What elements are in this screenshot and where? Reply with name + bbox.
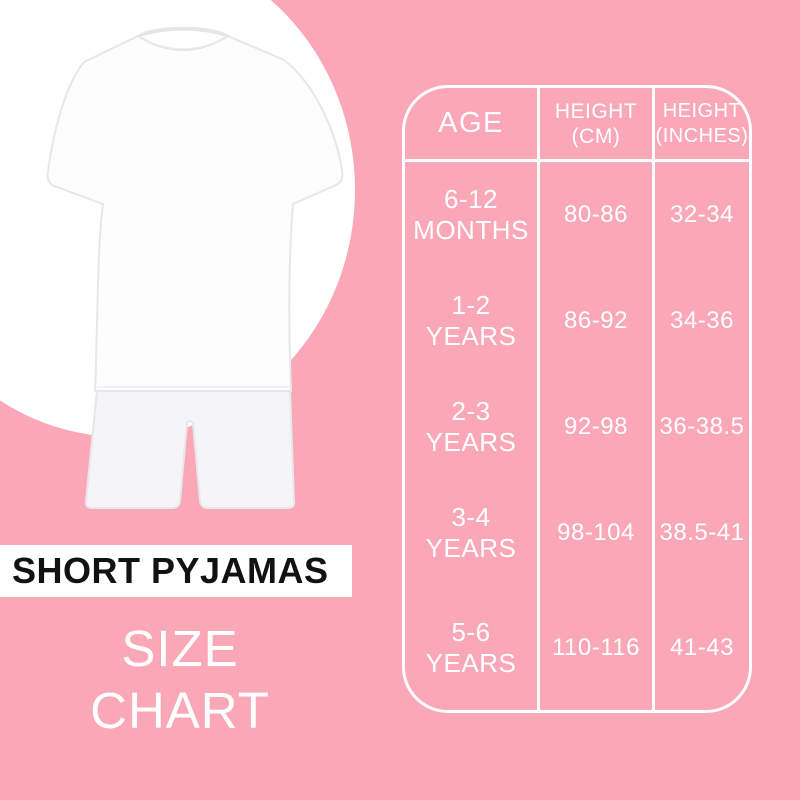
height-cm-value: 80-86 xyxy=(564,201,628,228)
header-cell-height-cm: HEIGHT (CM) xyxy=(537,88,652,162)
age-unit: MONTHS xyxy=(413,215,529,245)
size-chart-label-line1: SIZE xyxy=(121,620,239,677)
product-title: SHORT PYJAMAS xyxy=(12,550,329,591)
age-value: 3-4 xyxy=(451,502,491,532)
size-chart-label-line2: CHART xyxy=(90,682,270,739)
table-row-height-inches: 36-38.5 xyxy=(652,374,749,480)
height-inches-value: 34-36 xyxy=(670,307,734,334)
header-age-label: AGE xyxy=(438,107,504,139)
age-value: 1-2 xyxy=(451,290,491,320)
age-value: 5-6 xyxy=(451,617,491,647)
age-unit: YEARS xyxy=(425,533,517,563)
height-inches-value: 32-34 xyxy=(670,201,734,228)
table-row-height-inches: 34-36 xyxy=(652,268,749,374)
table-row-height-cm: 98-104 xyxy=(537,480,652,586)
height-inches-value: 41-43 xyxy=(670,634,734,661)
age-value: 2-3 xyxy=(451,396,491,426)
table-row-age: 5-6 YEARS xyxy=(405,586,537,710)
table-row-age: 1-2 YEARS xyxy=(405,268,537,374)
pyjamas-graphic xyxy=(0,0,355,509)
table-row-age: 6-12 MONTHS xyxy=(405,162,537,268)
tshirt-collar-band-line xyxy=(144,39,222,50)
table-row-age: 2-3 YEARS xyxy=(405,374,537,480)
height-cm-value: 110-116 xyxy=(551,634,640,661)
height-inches-value: 38.5-41 xyxy=(659,519,745,546)
header-cell-height-inches: HEIGHT (INCHES) xyxy=(652,88,749,162)
header-height-cm-line1: HEIGHT xyxy=(554,99,638,123)
table-row-age: 3-4 YEARS xyxy=(405,480,537,586)
age-unit: YEARS xyxy=(425,648,517,678)
table-row-height-cm: 86-92 xyxy=(537,268,652,374)
table-row-height-inches: 41-43 xyxy=(652,586,749,710)
table-row-height-cm: 110-116 xyxy=(537,586,652,710)
age-unit: YEARS xyxy=(425,321,517,351)
height-cm-value: 98-104 xyxy=(557,519,635,546)
age-value: 6-12 xyxy=(443,184,499,214)
header-height-in-line2: (INCHES) xyxy=(655,124,749,147)
height-cm-value: 92-98 xyxy=(564,413,628,440)
tshirt-graphic xyxy=(46,26,344,392)
header-height-cm-line2: (CM) xyxy=(571,124,621,148)
product-title-bar: SHORT PYJAMAS xyxy=(0,545,352,597)
table-row-height-inches: 32-34 xyxy=(652,162,749,268)
header-height-in-line1: HEIGHT xyxy=(662,99,742,122)
age-unit: YEARS xyxy=(425,427,517,457)
table-row-height-cm: 92-98 xyxy=(537,374,652,480)
height-cm-value: 86-92 xyxy=(564,307,628,334)
size-chart-table: AGE HEIGHT (CM) HEIGHT (INCHES) 6-12 MON… xyxy=(402,85,752,713)
table-row-height-inches: 38.5-41 xyxy=(652,480,749,586)
table-row-height-cm: 80-86 xyxy=(537,162,652,268)
shorts-graphic xyxy=(84,389,296,509)
header-cell-age: AGE xyxy=(405,88,537,162)
height-inches-value: 36-38.5 xyxy=(659,413,745,440)
size-chart-label: SIZE CHART xyxy=(20,618,340,742)
